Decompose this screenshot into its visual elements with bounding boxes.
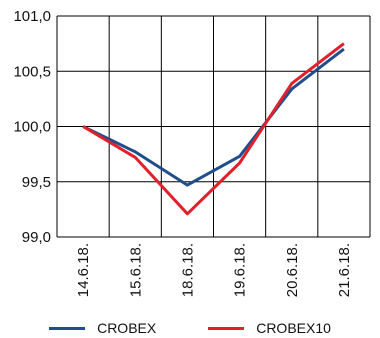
chart-grid	[57, 16, 370, 237]
x-tick-label: 20.6.18.	[284, 243, 301, 297]
legend-label-crobex10: CROBEX10	[256, 320, 331, 336]
x-tick-label: 19.6.18.	[232, 243, 249, 297]
legend-label-crobex: CROBEX	[97, 320, 156, 336]
legend-item-crobex10: CROBEX10	[208, 320, 331, 336]
x-tick-label: 15.6.18.	[127, 243, 144, 297]
y-tick-label: 100,0	[13, 119, 51, 136]
y-axis-ticks: 99,0 99,5 100,0 100,5 101,0	[13, 8, 51, 246]
x-tick-label: 14.6.18.	[75, 243, 92, 297]
x-tick-label: 21.6.18.	[336, 243, 353, 297]
legend-swatch-crobex	[49, 327, 85, 330]
chart-legend: CROBEX CROBEX10	[0, 318, 380, 338]
legend-item-crobex: CROBEX	[49, 320, 156, 336]
x-axis-ticks: 14.6.18. 15.6.18. 18.6.18. 19.6.18. 20.6.18.…	[75, 243, 353, 297]
x-tick-label: 18.6.18.	[179, 243, 196, 297]
y-tick-label: 101,0	[13, 8, 51, 25]
y-tick-label: 99,0	[22, 229, 51, 246]
legend-swatch-crobex10	[208, 327, 244, 330]
y-tick-label: 100,5	[13, 63, 51, 80]
y-tick-label: 99,5	[22, 174, 51, 191]
